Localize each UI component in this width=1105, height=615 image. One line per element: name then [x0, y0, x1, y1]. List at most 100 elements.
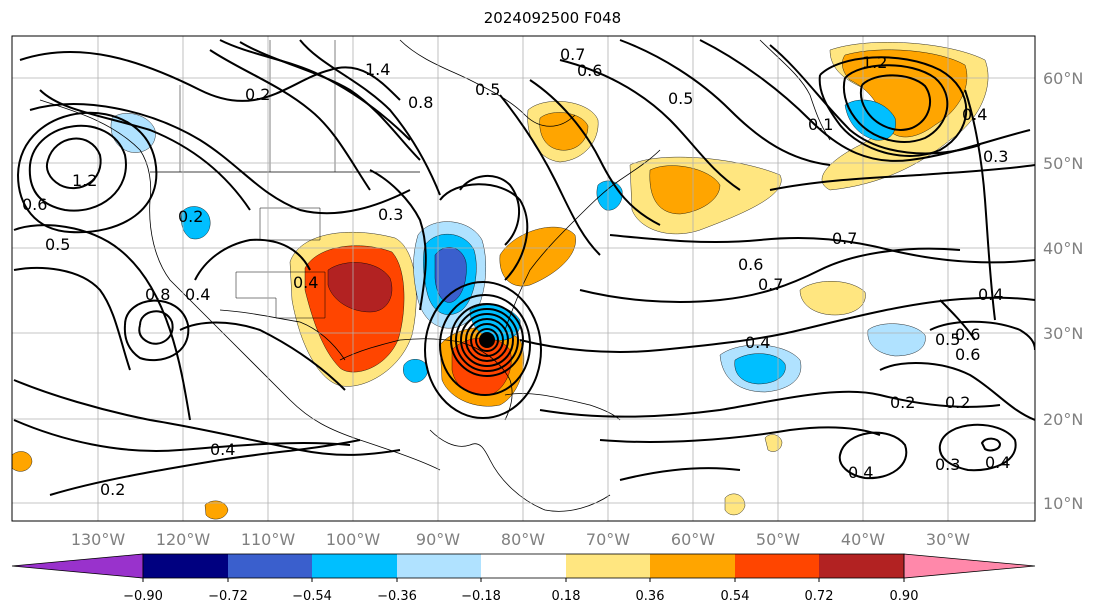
contour-label: 1.4	[365, 60, 390, 79]
contour-line	[529, 79, 661, 226]
map-plot-area: 1.4 0.2 0.8 0.5 0.6 0.7 0.5 0.1 0.4 0.3 …	[12, 36, 1035, 521]
colorbar-tick-label: −0.36	[377, 589, 417, 604]
greenland-coast	[759, 39, 831, 141]
strong-anomaly-southern-plains	[327, 262, 393, 313]
colorbar-tick-label: 0.72	[805, 589, 834, 604]
contour-line	[45, 137, 102, 190]
warm-anomaly-mid-atlantic	[799, 281, 866, 316]
lat-label: 60°N	[1043, 69, 1083, 88]
contour-line	[619, 467, 741, 481]
contour-label: 0.4	[745, 333, 770, 352]
colorbar-tick-labels: −0.90 −0.72 −0.54 −0.36 −0.18 0.18 0.36 …	[123, 589, 918, 604]
contour-label: 0.5	[935, 330, 960, 349]
contour-line	[194, 238, 311, 281]
contour-label: 0.1	[808, 115, 833, 134]
contour-label: 0.3	[378, 205, 403, 224]
contour-label: 0.6	[955, 325, 980, 344]
map-frame	[11, 35, 1036, 522]
contour-label: 0.5	[475, 80, 500, 99]
contour-label: 0.4	[978, 285, 1003, 304]
contour-label: 0.4	[210, 440, 235, 459]
contour-line	[519, 296, 1035, 353]
contour-line	[938, 423, 1017, 472]
contour-line	[769, 44, 981, 155]
contour-label: 0.2	[178, 207, 203, 226]
map-title: 2024092500 F048	[483, 9, 622, 27]
contour-label: 0.6	[955, 345, 980, 364]
contour-line	[459, 174, 521, 246]
colorbar-tick-label: −0.72	[208, 589, 248, 604]
contour-line	[559, 59, 741, 191]
colorbar-segment	[735, 554, 819, 578]
hudson-bay-coast	[399, 39, 576, 127]
lon-label: 120°W	[156, 530, 211, 549]
contour-label: 0.6	[577, 61, 602, 80]
contour-line	[179, 321, 346, 391]
lon-label: 130°W	[71, 530, 126, 549]
contour-line	[439, 183, 529, 281]
contour-label: 0.4	[848, 463, 873, 482]
contour-line	[980, 437, 1002, 452]
warm-anomaly-east-pacific-small	[12, 451, 33, 472]
contour-label: 0.4	[985, 453, 1010, 472]
contour-line	[859, 74, 932, 131]
colorbar-segment	[228, 554, 312, 578]
colorbar-tick-label: −0.18	[461, 589, 501, 604]
lat-label: 30°N	[1043, 324, 1083, 343]
contour-line	[939, 299, 976, 341]
contour-line	[369, 169, 427, 311]
colorbar-segment	[819, 554, 904, 578]
contour-labels: 1.4 0.2 0.8 0.5 0.6 0.7 0.5 0.1 0.4 0.3 …	[22, 45, 1010, 499]
latitude-labels: 60°N 50°N 40°N 30°N 20°N 10°N	[1043, 69, 1083, 513]
contour-line	[209, 49, 371, 191]
colorbar-tick-label: −0.54	[292, 589, 332, 604]
lon-label: 70°W	[586, 530, 630, 549]
contour-line	[138, 310, 174, 345]
warm-anomaly-greenland-sea-core	[842, 49, 968, 138]
colorbar-segment	[397, 554, 481, 578]
contour-label: 0.3	[983, 147, 1008, 166]
lon-label: 30°W	[926, 530, 970, 549]
contour-label: 0.7	[560, 45, 585, 64]
colorbar-tick-label: 0.36	[636, 589, 665, 604]
contour-line	[17, 111, 158, 234]
cool-anomaly-eastern-atlantic	[867, 323, 926, 357]
colorbar-tick-label: 0.54	[721, 589, 750, 604]
contour-line	[879, 362, 1035, 421]
warm-anomaly-caribbean-small	[764, 434, 783, 452]
lon-label: 40°W	[841, 530, 885, 549]
colorbar-segment	[650, 554, 735, 578]
lon-label: 60°W	[671, 530, 715, 549]
contour-line	[818, 56, 968, 157]
contour-line	[299, 39, 441, 196]
contour-line	[499, 94, 601, 256]
contour-label: 1.2	[72, 171, 97, 190]
colorbar-segments	[11, 553, 1036, 582]
contour-label: 1.2	[862, 53, 887, 72]
lat-label: 40°N	[1043, 239, 1083, 258]
contour-line	[123, 299, 190, 362]
yucatan-and-central-america	[429, 429, 611, 512]
colorbar-tick-label: −0.90	[123, 589, 163, 604]
contour-line	[13, 266, 131, 371]
contour-line	[13, 419, 351, 452]
contour-line	[19, 50, 401, 102]
lat-label: 50°N	[1043, 154, 1083, 173]
contour-label: 0.8	[408, 93, 433, 112]
contour-line	[929, 320, 1035, 351]
contour-label: 0.8	[145, 285, 170, 304]
contour-layer	[13, 39, 1035, 496]
contour-label: 0.4	[962, 105, 987, 124]
contour-line	[964, 89, 996, 321]
colorbar-tick-label: 0.90	[890, 589, 919, 604]
cool-anomaly-central-atlantic-core	[734, 353, 786, 385]
contour-line	[769, 164, 1035, 191]
lon-label: 80°W	[501, 530, 545, 549]
contour-line	[39, 89, 251, 211]
lon-label: 90°W	[416, 530, 460, 549]
cool-anomaly-labrador-sea	[844, 99, 896, 141]
contour-line	[13, 379, 401, 456]
lat-label: 20°N	[1043, 410, 1083, 429]
gulf-coast	[339, 338, 513, 421]
